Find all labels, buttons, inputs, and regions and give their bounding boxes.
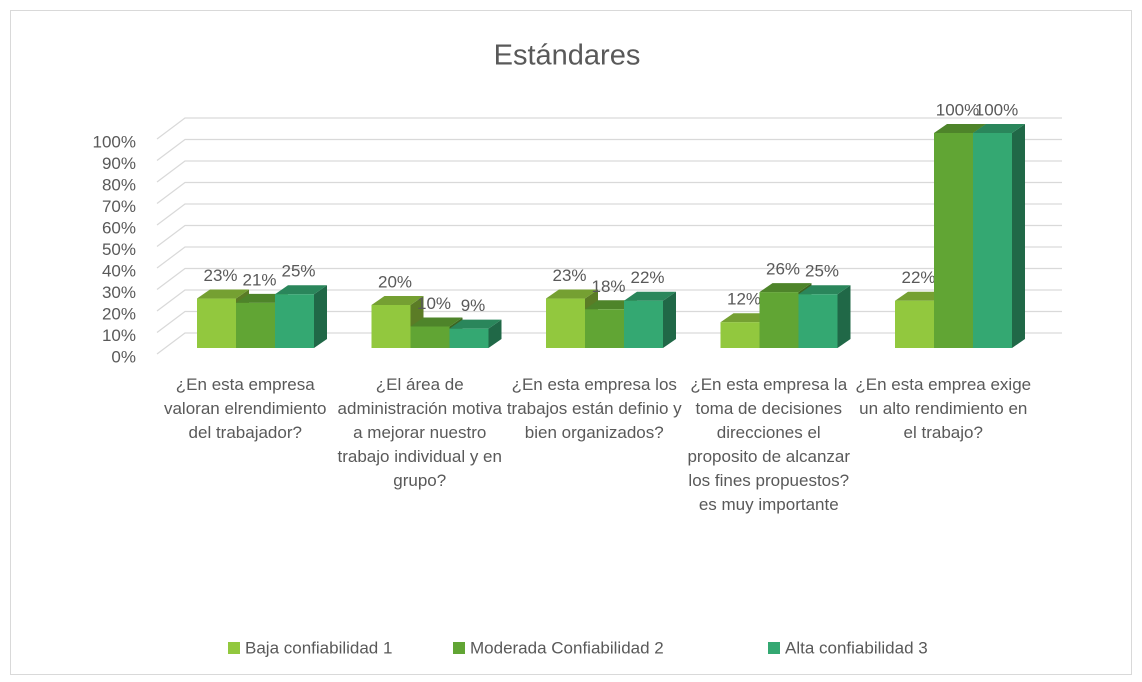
x-tick-label-box: ¿En esta empresa los trabajos están defi… — [506, 375, 682, 442]
y-tick-label: 40% — [102, 261, 136, 280]
y-tick-label: 100% — [93, 132, 136, 151]
x-tick-label-box: ¿El área de administración motiva a mejo… — [337, 375, 502, 490]
x-tick-label: ¿En esta empresa valoran elrendimiento d… — [163, 375, 327, 442]
bar-side — [488, 319, 502, 348]
bar-top — [973, 124, 1025, 133]
x-tick-label-box: ¿En esta empresa valoran elrendimiento d… — [163, 375, 327, 442]
bar-front — [934, 133, 973, 348]
x-tick-label: ¿En esta empresa la toma de decisiones d… — [687, 375, 851, 514]
bar-top — [759, 283, 812, 293]
bar-front — [546, 298, 585, 348]
value-label: 20% — [378, 272, 412, 291]
bar-front — [759, 292, 799, 348]
grid-line — [156, 117, 1062, 140]
x-tick-label: ¿El área de administración motiva a mejo… — [337, 375, 502, 490]
y-tick-label: 0% — [111, 347, 136, 366]
value-label: 18% — [591, 277, 625, 296]
y-tick-label: 80% — [102, 175, 136, 194]
y-tick-label: 70% — [102, 197, 136, 216]
grid-line — [156, 181, 1062, 204]
bar-front — [449, 328, 489, 348]
legend-swatch — [453, 642, 465, 654]
value-label: 9% — [461, 296, 486, 315]
value-label: 12% — [727, 290, 761, 309]
bar-top — [546, 289, 598, 299]
bar-front — [236, 302, 275, 348]
bar — [624, 291, 676, 348]
bar — [275, 285, 327, 348]
legend-label: Baja confiabilidad 1 — [245, 638, 392, 657]
value-label: 23% — [203, 266, 237, 285]
value-label: 25% — [281, 262, 315, 281]
bar — [798, 285, 851, 348]
bar-front — [585, 309, 624, 348]
bar-top — [934, 124, 986, 133]
bar-side — [663, 291, 676, 348]
legend-swatch — [228, 642, 240, 654]
value-label: 23% — [552, 266, 586, 285]
bar — [973, 124, 1025, 348]
bar-top — [275, 285, 327, 295]
chart-title: Estándares — [494, 40, 641, 72]
x-tick-label-box: ¿En esta emprea exige un alto rendimient… — [855, 375, 1032, 442]
value-label: 10% — [417, 294, 451, 313]
legend-swatch — [768, 642, 780, 654]
bar-front — [720, 322, 760, 348]
bar-front — [197, 298, 236, 348]
grid-line — [156, 246, 1062, 269]
x-tick-label: ¿En esta empresa los trabajos están defi… — [506, 375, 682, 442]
bar-front — [371, 305, 411, 348]
value-label: 100% — [936, 100, 979, 119]
bar-top — [798, 285, 851, 295]
bar-front — [973, 133, 1012, 348]
y-tick-label: 30% — [102, 283, 136, 302]
value-label: 22% — [630, 268, 664, 287]
bar-top — [624, 291, 676, 301]
y-tick-label: 10% — [102, 326, 136, 345]
bar-front — [624, 300, 663, 348]
value-label: 26% — [766, 260, 800, 279]
value-label: 100% — [975, 100, 1018, 119]
grid-line — [156, 160, 1062, 183]
bar-front — [275, 294, 314, 348]
x-tick-label: ¿En esta emprea exige un alto rendimient… — [855, 375, 1032, 442]
bar-top — [197, 289, 249, 299]
bar-top — [449, 319, 502, 329]
bar-front — [798, 294, 838, 348]
value-label: 22% — [901, 268, 935, 287]
y-tick-label: 60% — [102, 218, 136, 237]
value-label: 21% — [242, 270, 276, 289]
grid-line — [156, 203, 1062, 226]
bar-front — [410, 326, 450, 348]
grid-line — [156, 138, 1062, 161]
legend-label: Moderada Confiabilidad 2 — [470, 638, 664, 657]
bar — [449, 319, 502, 348]
value-label: 25% — [805, 262, 839, 281]
y-tick-label: 50% — [102, 240, 136, 259]
bar-side — [837, 285, 851, 348]
bar-side — [1012, 124, 1025, 348]
x-tick-label-box: ¿En esta empresa la toma de decisiones d… — [687, 375, 851, 514]
bar-top — [410, 317, 463, 327]
grid-line — [156, 267, 1062, 290]
bar-top — [371, 296, 424, 305]
grid-line — [156, 224, 1062, 247]
y-tick-label: 90% — [102, 154, 136, 173]
bar-side — [314, 285, 327, 348]
bar-front — [895, 300, 934, 348]
y-tick-label: 20% — [102, 304, 136, 323]
legend-label: Alta confiabilidad 3 — [785, 638, 928, 657]
